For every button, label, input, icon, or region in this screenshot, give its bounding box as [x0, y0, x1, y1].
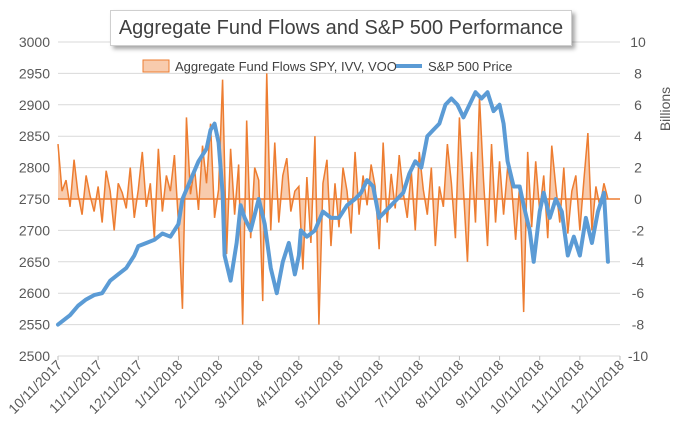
y-right-tick-label: -10 — [628, 348, 648, 364]
legend: Aggregate Fund Flows SPY, IVV, VOO S&P 50… — [142, 59, 512, 74]
left-axis: 2500 2550 2600 2650 2700 2750 2800 2850 2900 2950… — [19, 34, 50, 364]
y-left-tick-label: 2950 — [19, 65, 50, 81]
legend-swatch-fund-flows — [142, 59, 170, 73]
y-left-tick-label: 2600 — [19, 285, 50, 301]
right-axis: -10 -8 -6 -4 -2 0 2 4 6 8 10 Billions — [628, 34, 673, 364]
y-right-tick-label: 4 — [634, 128, 642, 144]
y-left-tick-label: 2850 — [19, 128, 50, 144]
y-right-tick-label: 0 — [634, 191, 642, 207]
y-right-tick-label: 2 — [634, 160, 642, 176]
x-axis: 10/11/201711/11/201712/11/20171/11/20182… — [5, 356, 627, 417]
y-right-tick-label: -6 — [632, 285, 645, 301]
legend-label-sp500: S&P 500 Price — [428, 59, 512, 74]
y-left-tick-label: 2800 — [19, 160, 50, 176]
y-right-axis-label: Billions — [657, 87, 673, 131]
y-left-tick-label: 2900 — [19, 97, 50, 113]
y-right-tick-label: -4 — [632, 254, 645, 270]
fund-flows-area — [57, 73, 620, 325]
y-right-tick-label: -2 — [632, 222, 645, 238]
y-right-tick-label: 10 — [630, 34, 646, 50]
y-left-tick-label: 2700 — [19, 222, 50, 238]
y-left-tick-label: 3000 — [19, 34, 50, 50]
sp500-line — [56, 90, 610, 327]
y-left-tick-label: 2750 — [19, 191, 50, 207]
fund-flows-line — [57, 73, 609, 325]
sp500-price-line — [56, 90, 610, 327]
y-left-tick-label: 2550 — [19, 317, 50, 333]
chart-title: Aggregate Fund Flows and S&P 500 Perform… — [110, 10, 572, 46]
y-right-tick-label: 6 — [634, 97, 642, 113]
y-left-tick-label: 2650 — [19, 254, 50, 270]
y-right-tick-label: 8 — [634, 65, 642, 81]
y-right-tick-label: -8 — [632, 317, 645, 333]
legend-label-fund-flows: Aggregate Fund Flows SPY, IVV, VOO — [175, 59, 397, 74]
y-left-tick-label: 2500 — [19, 348, 50, 364]
